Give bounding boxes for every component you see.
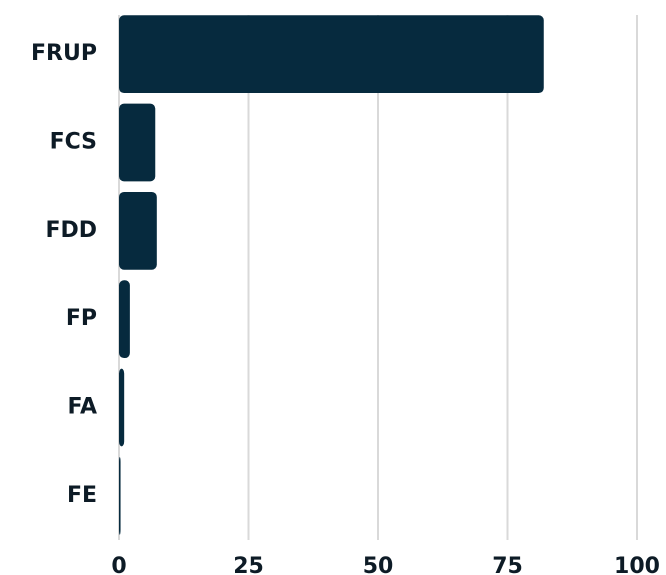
bar: [119, 456, 121, 535]
x-tick-label: 0: [111, 554, 126, 575]
bar: [119, 368, 125, 447]
bar: [119, 280, 130, 359]
x-tick-label: 75: [492, 554, 523, 575]
y-tick-label: FRUP: [31, 41, 97, 66]
x-tick-label: 50: [363, 554, 394, 575]
y-tick-label: FA: [67, 395, 97, 420]
bar: [119, 103, 156, 182]
x-tick-label: 25: [233, 554, 264, 575]
y-tick-label: FDD: [45, 218, 97, 243]
bar: [119, 191, 157, 270]
x-tick-label: 100: [614, 554, 660, 575]
bar: [119, 15, 544, 94]
y-tick-label: FE: [67, 483, 97, 508]
y-tick-label: FP: [66, 306, 97, 331]
y-tick-label: FCS: [50, 130, 97, 155]
